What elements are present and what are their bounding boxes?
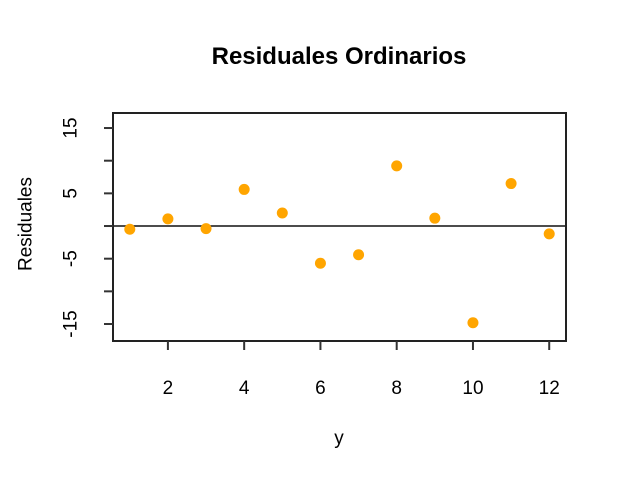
x-axis-ticks-group: 2 4 6 8 10 12 — [163, 341, 560, 399]
data-point — [543, 228, 555, 240]
plot-frame-group — [112, 112, 567, 342]
data-point — [429, 212, 441, 224]
y-tick-label: -5 — [61, 250, 82, 267]
x-tick-label: 12 — [539, 378, 560, 399]
data-point — [200, 223, 212, 235]
data-point — [353, 249, 365, 261]
data-points-group — [124, 160, 555, 329]
data-point — [238, 183, 250, 195]
x-tick-label: 8 — [391, 378, 402, 399]
data-point — [276, 207, 288, 219]
y-axis-title: Residuales — [16, 177, 37, 271]
data-point — [124, 223, 136, 235]
y-tick-label: -15 — [61, 310, 82, 337]
data-point — [467, 317, 479, 329]
x-tick-label: 2 — [163, 378, 174, 399]
data-point — [314, 257, 326, 269]
x-axis-title: y — [334, 428, 344, 449]
y-axis-ticks-group: 15 5 -5 -15 — [61, 117, 113, 338]
data-point — [505, 178, 517, 190]
x-tick-label: 10 — [462, 378, 483, 399]
chart-title: Residuales Ordinarios — [212, 43, 467, 70]
x-tick-label: 6 — [315, 378, 326, 399]
plot-frame — [112, 112, 567, 342]
x-tick-label: 4 — [239, 378, 250, 399]
data-point — [162, 213, 174, 225]
y-tick-label: 5 — [61, 188, 82, 199]
data-point — [391, 160, 403, 172]
y-tick-label: 15 — [61, 117, 82, 138]
